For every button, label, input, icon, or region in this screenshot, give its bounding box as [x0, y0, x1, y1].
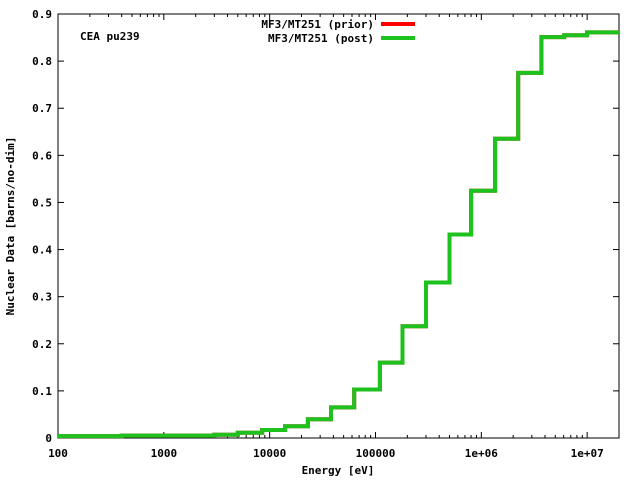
y-tick-label: 0.2: [32, 338, 52, 351]
plot-frame: [57, 13, 620, 439]
x-tick-label: 1000: [151, 447, 178, 460]
legend-label: MF3/MT251 (prior): [261, 18, 374, 31]
x-tick-label: 100000: [356, 447, 396, 460]
series-layer: [58, 30, 619, 439]
x-tick-label: 100: [48, 447, 68, 460]
x-axis-label: Energy [eV]: [302, 464, 375, 477]
y-tick-label: 0.4: [32, 244, 52, 257]
legend: MF3/MT251 (prior)MF3/MT251 (post): [261, 18, 415, 45]
y-tick-label: 0.5: [32, 196, 52, 209]
y-tick-label: 0.3: [32, 291, 52, 304]
series-line-1: [58, 30, 619, 439]
y-tick-label: 0.1: [32, 385, 52, 398]
x-tick-label: 10000: [253, 447, 286, 460]
x-tick-label: 1e+06: [465, 447, 498, 460]
y-tick-label: 0.8: [32, 55, 52, 68]
y-tick-label: 0.6: [32, 149, 52, 162]
y-tick-label: 0: [45, 432, 52, 445]
annotation-label: CEA pu239: [80, 30, 140, 43]
y-tick-label: 0.7: [32, 102, 52, 115]
legend-label: MF3/MT251 (post): [268, 32, 374, 45]
x-axis: 100 1000 10000 100000 1e+06 1e+07: [48, 14, 620, 460]
y-axis: 0 0.1 0.2 0.3 0.4 0.5 0.6 0.7 0.8 0.9: [32, 8, 619, 445]
x-tick-label: 1e+07: [571, 447, 604, 460]
y-axis-label: Nuclear Data [barns/no-dim]: [4, 137, 17, 316]
series-line-0: [58, 30, 619, 439]
y-tick-label: 0.9: [32, 8, 52, 21]
